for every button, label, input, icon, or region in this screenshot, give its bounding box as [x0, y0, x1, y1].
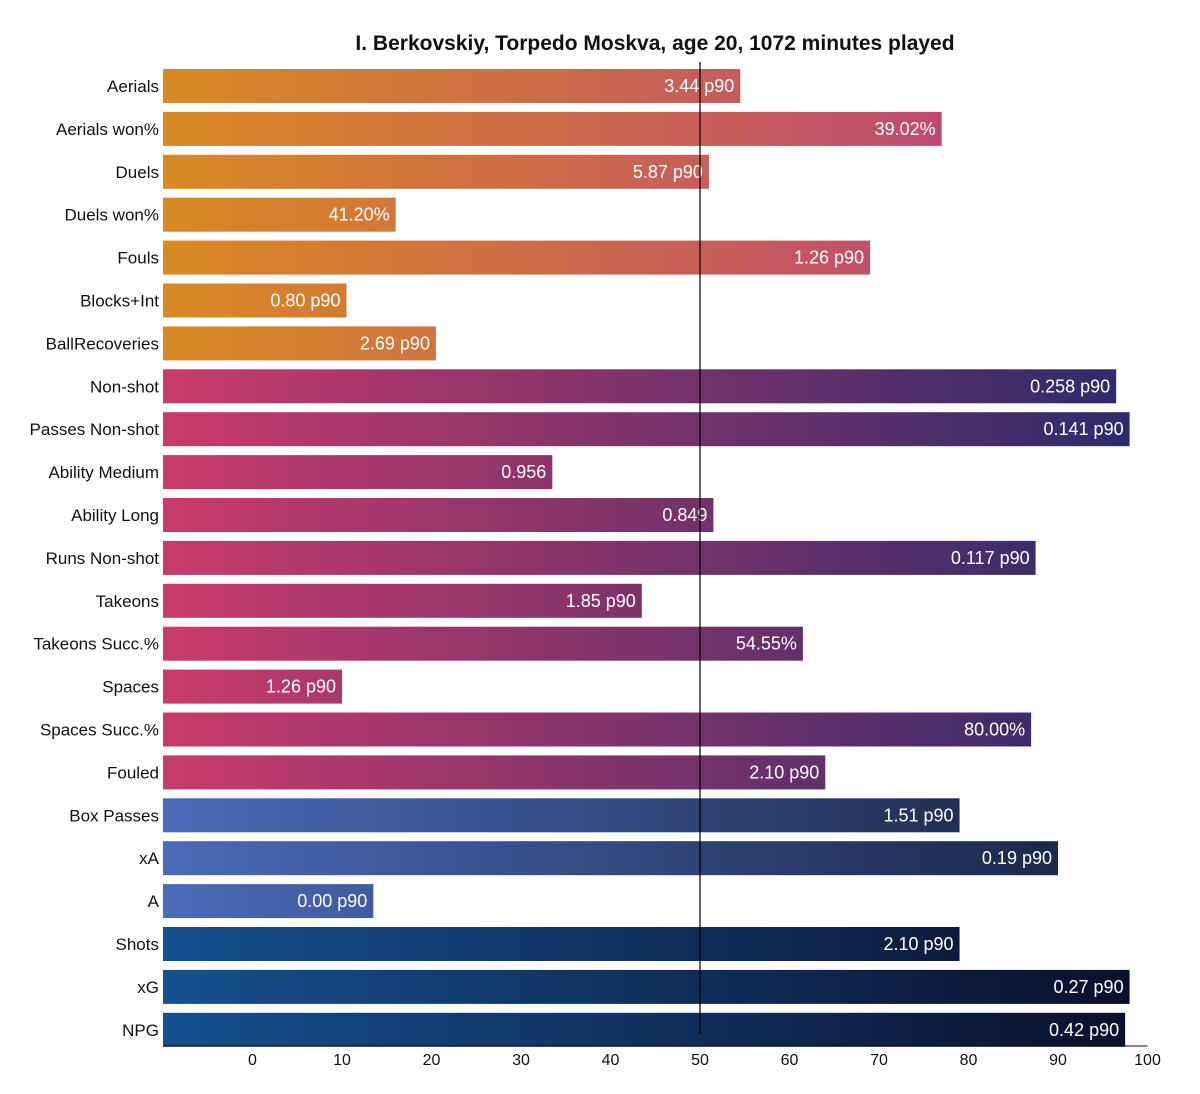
category-label: Spaces Succ.%: [40, 721, 159, 740]
x-tick-label: 20: [423, 1052, 441, 1069]
bars-layer: [163, 69, 1130, 1047]
x-tick-label: 30: [512, 1052, 530, 1069]
x-tick-label: 90: [1049, 1052, 1067, 1069]
value-label: 54.55%: [736, 634, 797, 654]
category-label: Aerials won%: [56, 120, 159, 139]
category-label: Takeons Succ.%: [33, 635, 159, 654]
value-label: 0.849: [662, 505, 707, 525]
value-labels: 3.44 p90 39.02% 5.87 p90 41.20% 1.26 p90 0.80…: [266, 76, 1124, 1040]
category-label: NPG: [122, 1021, 159, 1040]
x-tick-label: 40: [602, 1052, 620, 1069]
category-label: Fouled: [107, 763, 159, 782]
value-label: 0.00 p90: [297, 891, 367, 911]
category-label: Box Passes: [69, 806, 159, 825]
value-label: 3.44 p90: [664, 76, 734, 96]
value-label: 80.00%: [964, 720, 1025, 740]
bar: [163, 798, 960, 833]
chart-title: I. Berkovskiy, Torpedo Moskva, age 20, 1…: [355, 32, 955, 55]
bar: [163, 197, 396, 232]
value-label: 1.51 p90: [883, 805, 953, 825]
x-tick-label: 0: [248, 1052, 257, 1069]
x-tick-label: 70: [870, 1052, 888, 1069]
x-tick-label: 50: [691, 1052, 709, 1069]
category-label: xG: [137, 978, 159, 997]
bar: [163, 412, 1130, 447]
value-label: 0.80 p90: [270, 291, 340, 311]
x-axis: 0 10 20 30 40 50 60 70 80 90 100: [163, 1045, 1161, 1069]
category-label: xA: [139, 849, 160, 868]
x-tick-label: 60: [781, 1052, 799, 1069]
value-label: 5.87 p90: [633, 162, 703, 182]
category-label: Duels: [116, 163, 159, 182]
category-label: Takeons: [96, 592, 159, 611]
value-label: 2.10 p90: [749, 762, 819, 782]
bar: [163, 1012, 1126, 1047]
value-label: 0.141 p90: [1044, 419, 1124, 439]
value-label: 1.26 p90: [794, 248, 864, 268]
bar: [163, 669, 342, 704]
bar: [163, 111, 942, 146]
x-tick-label: 80: [960, 1052, 978, 1069]
category-label: Runs Non-shot: [46, 549, 160, 568]
bar: [163, 240, 871, 275]
bar: [163, 755, 826, 790]
bar: [163, 326, 436, 361]
x-tick-label: 10: [333, 1052, 351, 1069]
value-label: 39.02%: [875, 119, 936, 139]
value-label: 2.10 p90: [883, 934, 953, 954]
value-label: 0.117 p90: [951, 548, 1030, 568]
bar: [163, 283, 347, 318]
category-label: Ability Long: [71, 506, 159, 525]
value-label: 1.85 p90: [566, 591, 636, 611]
value-label: 1.26 p90: [266, 677, 336, 697]
category-label: Aerials: [107, 77, 159, 96]
category-label: Shots: [116, 935, 159, 954]
x-tick-label: 100: [1134, 1052, 1161, 1069]
bar: [163, 69, 741, 103]
category-label: Duels won%: [65, 206, 160, 225]
bar: [163, 154, 709, 189]
value-label: 0.42 p90: [1049, 1020, 1119, 1040]
value-label: 0.956: [501, 462, 546, 482]
category-label: Ability Medium: [48, 463, 159, 482]
bar: [163, 455, 553, 490]
bar: [163, 626, 803, 661]
value-label: 0.27 p90: [1054, 977, 1124, 997]
category-label: Blocks+Int: [80, 292, 159, 311]
category-label: Fouls: [117, 249, 159, 268]
bar: [163, 841, 1058, 876]
bar: [163, 583, 642, 618]
bar: [163, 540, 1036, 575]
category-label: A: [148, 892, 160, 911]
value-label: 41.20%: [329, 205, 390, 225]
value-label: 2.69 p90: [360, 333, 430, 353]
category-label: Passes Non-shot: [30, 420, 160, 439]
category-labels: Aerials Aerials won% Duels Duels won% Fouls B…: [30, 77, 160, 1040]
bar: [163, 498, 714, 532]
bar: [163, 927, 960, 961]
category-label: BallRecoveries: [46, 334, 159, 353]
category-label: Non-shot: [90, 377, 159, 396]
bar: [163, 369, 1117, 404]
value-label: 0.19 p90: [982, 848, 1052, 868]
bar: [163, 969, 1130, 1004]
bar: [163, 884, 374, 919]
bar: [163, 712, 1032, 747]
value-label: 0.258 p90: [1030, 376, 1110, 396]
category-label: Spaces: [102, 678, 159, 697]
